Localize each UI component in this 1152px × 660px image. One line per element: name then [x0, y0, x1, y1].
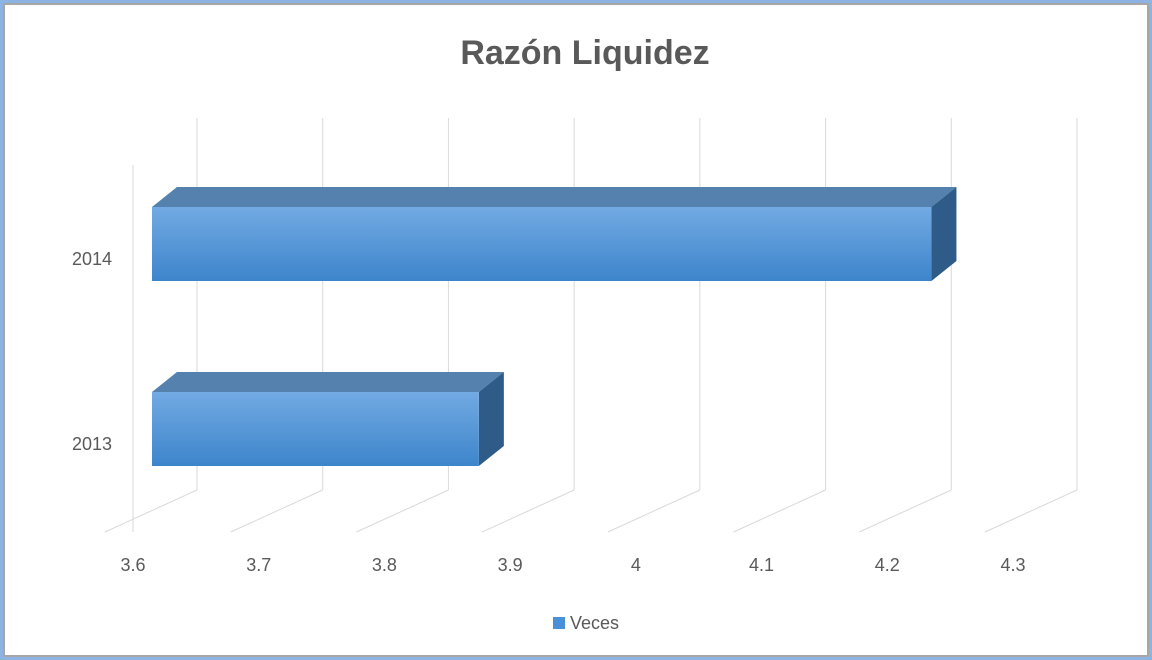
floor-line — [481, 489, 575, 533]
bar — [152, 392, 479, 466]
bar-top — [152, 372, 504, 392]
chart-area — [3, 3, 1149, 657]
legend-swatch — [553, 617, 565, 629]
floor-line — [859, 489, 952, 533]
floor-line — [104, 489, 198, 533]
floor-line — [733, 489, 826, 533]
x-tick-label: 4.2 — [875, 555, 900, 575]
floor-line — [607, 489, 701, 533]
x-tick-label: 4 — [631, 555, 641, 575]
x-tick-label: 4.3 — [1000, 555, 1025, 575]
x-tick-label: 3.7 — [246, 555, 271, 575]
chart-title: Razón Liquidez — [460, 34, 709, 72]
y-tick-label: 2013 — [72, 434, 112, 454]
bar-top — [152, 187, 957, 207]
x-tick-label: 3.8 — [372, 555, 397, 575]
x-tick-label: 4.1 — [749, 555, 774, 575]
bar-side — [478, 372, 504, 466]
floor-line — [356, 489, 449, 533]
floor-line — [230, 489, 323, 533]
x-tick-label: 3.9 — [498, 555, 523, 575]
bar-side — [931, 187, 957, 281]
floor-line — [984, 489, 1078, 533]
y-tick-label: 2014 — [72, 249, 112, 269]
legend-label: Veces — [570, 613, 619, 633]
bar — [152, 207, 932, 281]
x-tick-label: 3.6 — [120, 555, 145, 575]
